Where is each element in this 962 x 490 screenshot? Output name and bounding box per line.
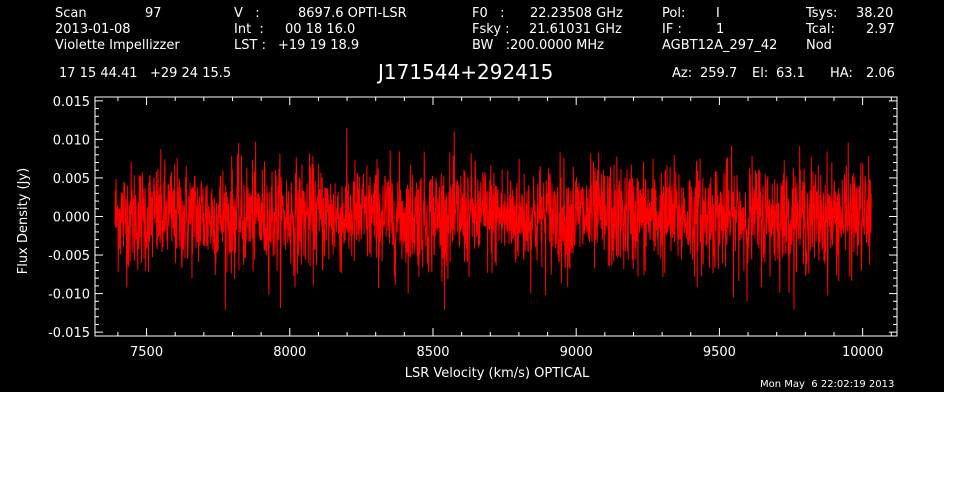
v-value: 8697.6 OPTI-LSR (298, 6, 407, 21)
observer: Violette Impellizzer (55, 38, 180, 53)
plot-panel: Scan 97 V : 8697.6 OPTI-LSR F0 : 22.2350… (0, 0, 944, 392)
x-tick-label: 9500 (703, 345, 736, 360)
scan-label: Scan (55, 6, 87, 21)
f0-label: F0 : (472, 6, 505, 21)
y-tick-label: 0.015 (53, 95, 90, 110)
spectrum-chart: 7500 8000 8500 9000 9500 10000 -0.015 -0.010 -0.… (16, 95, 898, 381)
y-tick-label: 0.005 (53, 172, 90, 187)
x-axis-label: LSR Velocity (km/s) OPTICAL (405, 366, 590, 381)
y-axis-label: Flux Density (Jy) (16, 168, 31, 274)
x-tick-label: 8000 (273, 345, 306, 360)
mode: Nod (806, 38, 832, 53)
tcal-label: Tcal: (806, 22, 835, 37)
int-label: Int : (234, 22, 264, 37)
tcal-value: 2.97 (866, 22, 895, 37)
lst-value: +19 19 18.9 (278, 38, 360, 53)
coords: 17 15 44.41 +29 24 15.5 (59, 66, 232, 81)
bw-value: 200.0000 MHz (510, 38, 604, 53)
y-tick-label: -0.010 (48, 288, 90, 303)
scan-value: 97 (145, 6, 162, 21)
tsys-label: Tsys: (806, 6, 838, 21)
if-value: 1 (716, 22, 725, 37)
pol-label: Pol: (662, 6, 686, 21)
x-tick-label: 9000 (560, 345, 593, 360)
x-tick-label: 7500 (130, 345, 163, 360)
y-tick-label: -0.005 (48, 249, 90, 264)
pol-value: I (716, 6, 720, 21)
spectrum-series-line (114, 128, 872, 310)
project: AGBT12A_297_42 (662, 38, 778, 53)
bw-label: BW : (472, 38, 511, 53)
lst-label: LST : (234, 38, 266, 53)
az-value: 259.7 (700, 66, 738, 81)
ha-label: HA: (830, 66, 853, 81)
if-label: IF : (662, 22, 682, 37)
f0-value: 22.23508 GHz (530, 6, 623, 21)
y-tick-label: 0.000 (53, 211, 90, 226)
fsky-label: Fsky : (472, 22, 510, 37)
int-value: 00 18 16.0 (285, 22, 356, 37)
date: 2013-01-08 (55, 22, 131, 37)
footer-timestamp: Mon May 6 22:02:19 2013 (760, 379, 895, 390)
fsky-value: 21.61031 GHz (529, 22, 622, 37)
tsys-value: 38.20 (856, 6, 894, 21)
y-tick-label: -0.015 (48, 326, 90, 341)
series-layer (114, 128, 872, 310)
el-value: 63.1 (776, 66, 805, 81)
ha-value: 2.06 (866, 66, 895, 81)
el-label: El: (752, 66, 769, 81)
source-name: J171544+292415 (378, 60, 554, 84)
ticks-layer: 7500 8000 8500 9000 9500 10000 -0.015 -0.010 -0.… (48, 95, 897, 360)
x-tick-label: 8500 (416, 345, 449, 360)
y-tick-label: 0.010 (53, 133, 90, 148)
v-label: V : (234, 6, 260, 21)
az-label: Az: (672, 66, 693, 81)
x-tick-label: 10000 (842, 345, 883, 360)
